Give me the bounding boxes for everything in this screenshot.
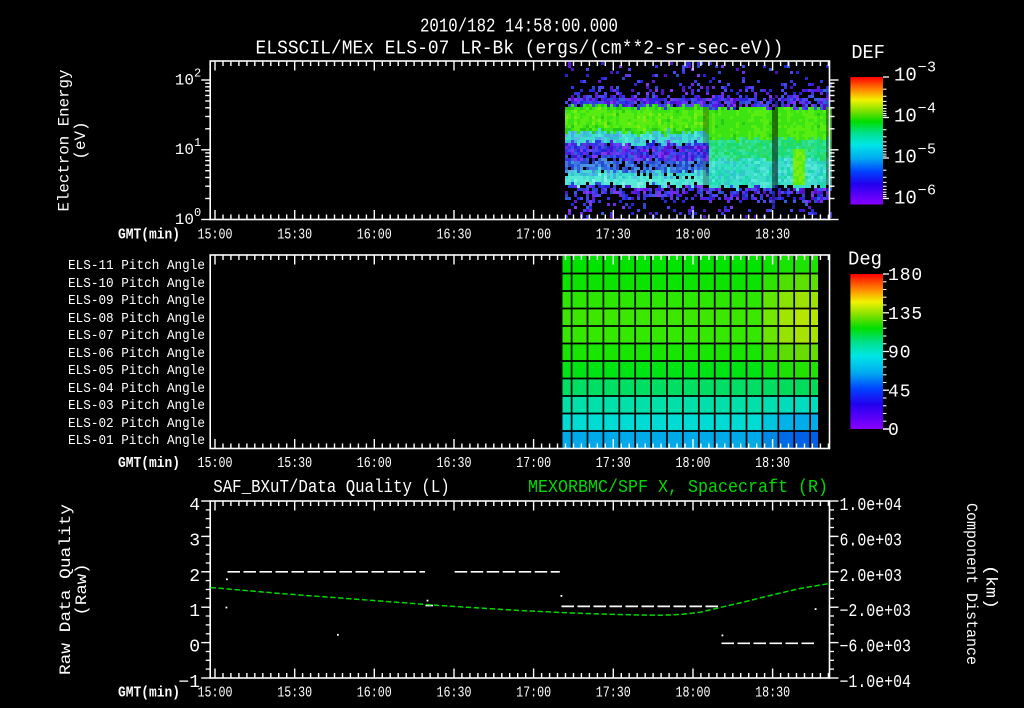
svg-text:0: 0 xyxy=(888,421,900,441)
svg-text:ELS-02 Pitch Angle: ELS-02 Pitch Angle xyxy=(68,416,205,432)
svg-text:10: 10 xyxy=(175,211,194,229)
svg-text:15:30: 15:30 xyxy=(277,227,312,244)
svg-text:17:00: 17:00 xyxy=(516,685,551,702)
svg-text:−5: −5 xyxy=(918,142,937,159)
svg-text:15:00: 15:00 xyxy=(198,227,233,244)
svg-text:17:30: 17:30 xyxy=(596,227,631,244)
svg-text:Electron Energy: Electron Energy xyxy=(56,69,74,211)
svg-text:−2.0e+03: −2.0e+03 xyxy=(840,602,912,622)
svg-text:ELS-09 Pitch Angle: ELS-09 Pitch Angle xyxy=(68,293,205,309)
svg-text:180: 180 xyxy=(888,266,923,286)
svg-text:ELS-06 Pitch Angle: ELS-06 Pitch Angle xyxy=(68,346,205,362)
svg-text:17:30: 17:30 xyxy=(596,685,631,702)
svg-text:2010/182 14:58:00.000: 2010/182 14:58:00.000 xyxy=(420,16,618,38)
svg-text:10: 10 xyxy=(894,147,917,169)
svg-text:10: 10 xyxy=(894,188,917,210)
svg-text:−1.0e+04: −1.0e+04 xyxy=(840,673,912,693)
svg-text:2: 2 xyxy=(194,67,201,81)
svg-text:Component Distance: Component Distance xyxy=(962,503,980,665)
svg-text:0: 0 xyxy=(194,206,201,220)
svg-text:−4: −4 xyxy=(918,101,937,118)
svg-text:16:00: 16:00 xyxy=(357,227,392,244)
svg-text:−6: −6 xyxy=(918,183,937,200)
svg-text:15:00: 15:00 xyxy=(198,685,233,702)
svg-text:MEXORBMC/SPF X, Spacecraft (R): MEXORBMC/SPF X, Spacecraft (R) xyxy=(528,478,828,498)
svg-text:15:00: 15:00 xyxy=(198,455,233,472)
svg-text:90: 90 xyxy=(888,344,911,364)
svg-text:18:30: 18:30 xyxy=(755,227,790,244)
svg-text:ELS-01 Pitch Angle: ELS-01 Pitch Angle xyxy=(68,433,205,449)
svg-text:GMT(min): GMT(min) xyxy=(118,685,180,702)
svg-text:6.0e+03: 6.0e+03 xyxy=(840,531,903,551)
svg-text:17:00: 17:00 xyxy=(516,455,551,472)
svg-text:DEF: DEF xyxy=(851,42,885,64)
svg-text:ELS-07 Pitch Angle: ELS-07 Pitch Angle xyxy=(68,328,205,344)
svg-text:10: 10 xyxy=(894,106,917,128)
svg-text:ELS-05 Pitch Angle: ELS-05 Pitch Angle xyxy=(68,363,205,379)
svg-text:1: 1 xyxy=(194,136,201,150)
svg-text:15:30: 15:30 xyxy=(277,455,312,472)
svg-text:17:00: 17:00 xyxy=(516,227,551,244)
svg-text:16:30: 16:30 xyxy=(437,227,472,244)
svg-text:16:00: 16:00 xyxy=(357,455,392,472)
svg-text:(km): (km) xyxy=(982,565,1000,609)
svg-text:135: 135 xyxy=(888,305,923,325)
svg-text:GMT(min): GMT(min) xyxy=(118,455,180,472)
svg-text:ELS-11 Pitch Angle: ELS-11 Pitch Angle xyxy=(68,258,205,274)
svg-text:Raw Data Quality: Raw Data Quality xyxy=(57,504,75,675)
svg-text:ELS-08 Pitch Angle: ELS-08 Pitch Angle xyxy=(68,311,205,327)
svg-text:1: 1 xyxy=(189,602,200,622)
svg-text:18:30: 18:30 xyxy=(755,455,790,472)
svg-text:SAF_BXuT/Data Quality (L): SAF_BXuT/Data Quality (L) xyxy=(213,478,450,498)
svg-text:−1: −1 xyxy=(178,673,200,693)
svg-text:−3: −3 xyxy=(918,60,937,77)
svg-text:GMT(min): GMT(min) xyxy=(118,227,180,244)
svg-text:2.0e+03: 2.0e+03 xyxy=(840,567,903,587)
svg-text:ELS-10 Pitch Angle: ELS-10 Pitch Angle xyxy=(68,276,205,292)
svg-text:(Raw): (Raw) xyxy=(73,564,91,616)
svg-text:ELSSCIL/MEx ELS-07 LR-Bk (erg: ELSSCIL/MEx ELS-07 LR-Bk (ergs/(cm**2-sr… xyxy=(256,38,784,60)
svg-text:0: 0 xyxy=(189,638,200,658)
svg-text:18:00: 18:00 xyxy=(676,455,711,472)
svg-text:16:00: 16:00 xyxy=(357,685,392,702)
svg-text:18:00: 18:00 xyxy=(676,227,711,244)
svg-text:2: 2 xyxy=(189,567,200,587)
svg-text:15:30: 15:30 xyxy=(277,685,312,702)
svg-text:ELS-04 Pitch Angle: ELS-04 Pitch Angle xyxy=(68,381,205,397)
svg-text:3: 3 xyxy=(189,531,200,551)
svg-text:1.0e+04: 1.0e+04 xyxy=(840,496,903,516)
svg-text:16:30: 16:30 xyxy=(437,685,472,702)
svg-text:18:30: 18:30 xyxy=(755,685,790,702)
svg-text:10: 10 xyxy=(175,141,194,159)
svg-text:(eV): (eV) xyxy=(72,122,90,160)
svg-text:17:30: 17:30 xyxy=(596,455,631,472)
svg-text:18:00: 18:00 xyxy=(676,685,711,702)
svg-text:45: 45 xyxy=(888,382,911,402)
svg-text:ELS-03 Pitch Angle: ELS-03 Pitch Angle xyxy=(68,398,205,414)
svg-text:10: 10 xyxy=(894,65,917,87)
svg-text:−6.0e+03: −6.0e+03 xyxy=(840,638,912,658)
svg-text:10: 10 xyxy=(175,72,194,90)
svg-text:Deg: Deg xyxy=(848,249,882,271)
svg-text:4: 4 xyxy=(189,496,200,516)
svg-text:16:30: 16:30 xyxy=(437,455,472,472)
